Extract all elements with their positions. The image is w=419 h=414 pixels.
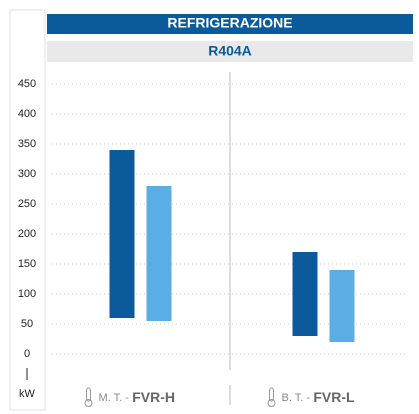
y-tick-label: 50 [21, 318, 33, 330]
category-label: B. T. - FVR-L [282, 389, 356, 405]
y-tick-label: 0 [24, 348, 30, 360]
bar [292, 252, 318, 336]
bar [146, 186, 172, 321]
thermometer-icon [269, 387, 274, 402]
y-tick-label: 350 [18, 138, 36, 150]
category-name: FVR-L [313, 389, 355, 405]
category-prefix: B. T. - [282, 392, 311, 404]
y-tick-label: 400 [18, 108, 36, 120]
y-tick-label: 150 [18, 258, 36, 270]
axis-panel [9, 9, 46, 411]
y-tick-label: 300 [18, 168, 36, 180]
chart-subtitle: R404A [208, 43, 252, 59]
y-tick-label: 100 [18, 288, 36, 300]
y-tick-label: 450 [18, 78, 36, 90]
y-tick-label: 200 [18, 228, 36, 240]
thermometer-icon [86, 387, 91, 402]
category-label: M. T. - FVR-H [99, 389, 175, 405]
category-name: FVR-H [132, 389, 175, 405]
subtitle-bar [47, 41, 413, 62]
y-axis-label: kW [19, 388, 36, 400]
y-tick-label: 250 [18, 198, 36, 210]
title-bar [47, 14, 413, 34]
bar [329, 270, 355, 342]
thermometer-icon [84, 399, 93, 407]
bar [109, 150, 135, 318]
chart-title: REFRIGERAZIONE [167, 15, 292, 31]
thermometer-icon [267, 399, 276, 407]
category-prefix: M. T. - [99, 392, 130, 404]
